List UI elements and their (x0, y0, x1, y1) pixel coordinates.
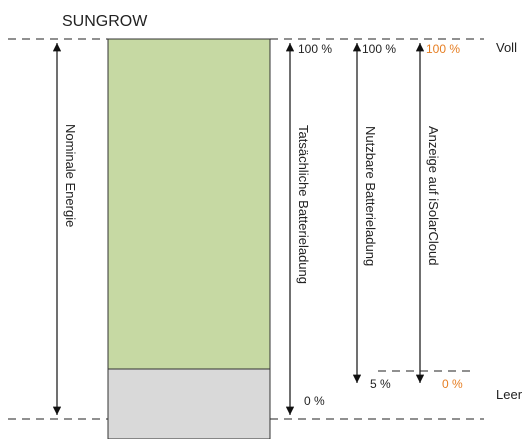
display-top-value: 100 % (426, 42, 460, 56)
reserve-capacity-bar (107, 368, 271, 439)
display-bottom-value: 0 % (442, 377, 463, 391)
usable-charge-label: Nutzbare Batterieladung (363, 126, 378, 266)
nominal-energy-label: Nominale Energie (63, 124, 78, 227)
brand-label: SUNGROW (62, 13, 148, 30)
display-charge-label: Anzeige auf iSolarCloud (426, 126, 441, 265)
actual-charge-label: Tatsächliche Batterieladung (296, 125, 311, 284)
full-level-label: Voll (496, 40, 517, 55)
usable-capacity-bar (107, 38, 271, 370)
actual-bottom-value: 0 % (304, 394, 325, 408)
usable-top-value: 100 % (362, 42, 396, 56)
actual-top-value: 100 % (298, 42, 332, 56)
empty-level-label: Leer (496, 387, 523, 402)
usable-bottom-value: 5 % (370, 377, 391, 391)
